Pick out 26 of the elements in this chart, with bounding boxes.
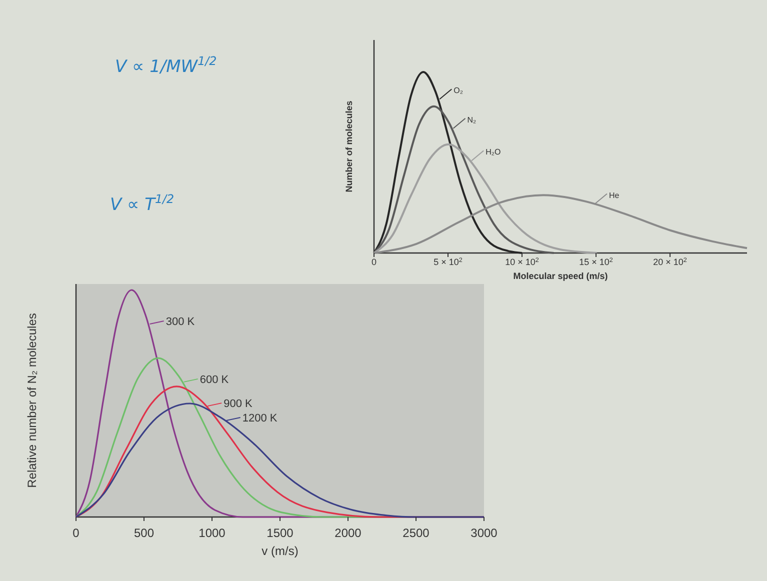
legend-label: He xyxy=(609,190,620,200)
legend-label: N₂ xyxy=(467,115,476,124)
legend-label: 1200 K xyxy=(242,412,278,425)
text: V ∝ 1/MW$^{1/2}$ xyxy=(115,54,217,77)
legend-label: O₂ xyxy=(454,86,463,96)
x-tick-label: 15 × 10$^{2}$ xyxy=(579,256,614,267)
y-axis-title: Relative number of N₂ molecules xyxy=(25,313,39,488)
legend-label: 300 K xyxy=(166,316,196,328)
x-tick-label: 3000 xyxy=(470,526,498,540)
x-tick-label: 1500 xyxy=(266,526,294,540)
x-tick-label: 2500 xyxy=(402,526,430,540)
y-axis-title: Number of molecules xyxy=(344,100,354,192)
x-tick-label: 0 xyxy=(72,526,80,540)
legend-label: 900 K xyxy=(224,398,254,410)
text: V ∝ T$^{1/2}$ xyxy=(110,192,174,215)
x-tick-label: 2000 xyxy=(334,526,362,540)
x-axis-title: Molecular speed (m/s) xyxy=(513,271,608,281)
x-tick-label: 500 xyxy=(134,526,154,540)
x-tick-label: 5 × 10$^{2}$ xyxy=(434,256,463,267)
x-axis-title: v (m/s) xyxy=(262,544,298,558)
legend-label: H₂O xyxy=(486,148,501,157)
legend-label: 600 K xyxy=(200,374,230,386)
x-tick-label: 0 xyxy=(371,257,377,267)
x-tick-label: 1000 xyxy=(198,526,226,540)
x-tick-label: 10 × 10$^{2}$ xyxy=(505,256,540,267)
x-tick-label: 20 × 10$^{2}$ xyxy=(653,256,688,267)
